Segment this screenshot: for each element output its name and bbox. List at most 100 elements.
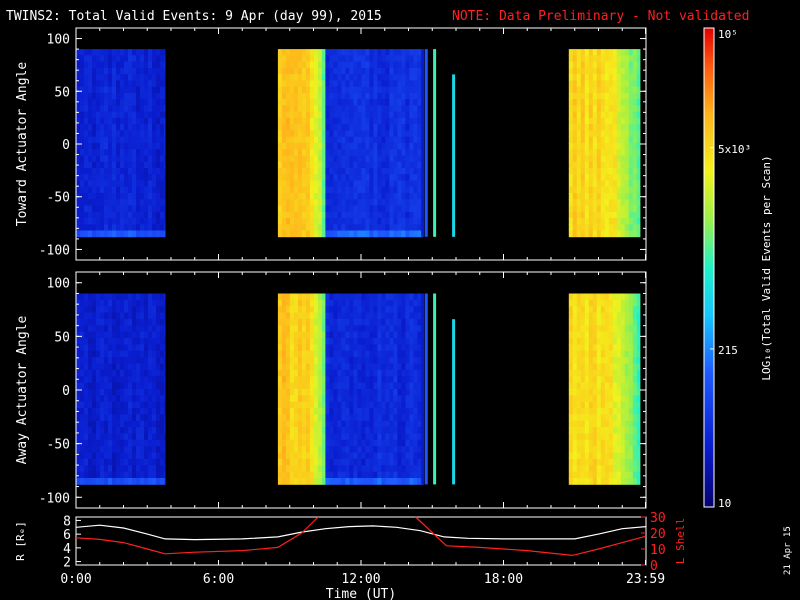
heatmap-cell (337, 186, 342, 194)
heatmap-cell (281, 478, 287, 485)
heatmap-cell (285, 86, 291, 94)
heatmap-cell (393, 318, 398, 326)
heatmap-cell (76, 230, 81, 238)
heatmap-cell (317, 306, 323, 313)
heatmap-cell (405, 344, 410, 352)
heatmap-cell (361, 427, 366, 434)
heatmap-cell (365, 130, 370, 138)
heatmap-cell (385, 124, 390, 131)
heatmap-cell (128, 74, 133, 81)
heatmap-cell (397, 124, 402, 131)
heatmap-cell (313, 458, 319, 466)
heatmap-cell (281, 149, 287, 156)
heatmap-cell (385, 161, 390, 169)
heatmap-cell (277, 92, 283, 100)
heatmap-cell (156, 199, 161, 206)
heatmap-cell (572, 92, 578, 100)
heatmap-cell (325, 338, 330, 345)
heatmap-cell (128, 117, 133, 125)
heatmap-cell (612, 80, 618, 88)
heatmap-cell (592, 186, 598, 194)
heatmap-cell (608, 124, 614, 131)
heatmap-cell (572, 99, 578, 106)
heatmap-cell (413, 199, 418, 206)
heatmap-cell (612, 299, 618, 307)
heatmap-cell (144, 293, 149, 301)
heatmap-cell (584, 142, 590, 150)
heatmap-cell (409, 49, 414, 56)
heatmap-cell (369, 395, 374, 403)
heatmap-cell (620, 331, 626, 339)
heatmap-cell (620, 478, 626, 485)
heatmap-cell (588, 74, 594, 81)
heatmap-cell (156, 211, 161, 219)
heatmap-cell (120, 136, 125, 144)
heatmap-cell (108, 168, 113, 175)
heatmap-cell (156, 471, 161, 479)
heatmap-cell (592, 205, 598, 213)
heatmap-cell (152, 205, 157, 213)
heatmap-cell (620, 344, 626, 352)
heatmap-cell (289, 363, 295, 371)
heatmap-cell (636, 458, 641, 466)
heatmap-cell (317, 136, 323, 144)
heatmap-cell (116, 105, 121, 113)
heatmap-cell (592, 136, 598, 144)
heatmap-cell (604, 395, 610, 403)
heatmap-cell (132, 478, 137, 485)
heatmap-cell (624, 439, 630, 447)
colorbar-tick-label: 10⁵ (718, 28, 738, 41)
heatmap-cell (329, 205, 334, 213)
heatmap-cell (341, 458, 346, 466)
heatmap-cell (592, 111, 598, 119)
heatmap-cell (349, 299, 354, 307)
heatmap-cell (152, 186, 157, 194)
heatmap-cell (144, 61, 149, 69)
heatmap-cell (88, 136, 93, 144)
heatmap-cell (305, 395, 311, 403)
heatmap-cell (277, 149, 283, 156)
heatmap-cell (128, 331, 133, 339)
heatmap-cell (397, 401, 402, 409)
heatmap-cell (84, 408, 89, 415)
heatmap-cell (604, 401, 610, 409)
heatmap-cell (377, 446, 382, 453)
heatmap-cell (329, 174, 334, 181)
heatmap-cell (301, 49, 307, 56)
heatmap-cell (385, 471, 390, 479)
heatmap-cell (357, 452, 362, 460)
heatmap-cell (624, 427, 630, 434)
heatmap-cell (397, 92, 402, 100)
heatmap-cell (84, 174, 89, 181)
heatmap-cell (76, 67, 81, 75)
heatmap-cell (116, 433, 121, 441)
heatmap-cell (144, 174, 149, 181)
heatmap-cell (313, 61, 319, 69)
heatmap-cell (333, 465, 338, 473)
heatmap-cell (120, 149, 125, 156)
heatmap-cell (417, 136, 422, 144)
heatmap-cell (357, 136, 362, 144)
heatmap-cell (285, 186, 291, 194)
heatmap-cell (92, 74, 97, 81)
heatmap-cell (405, 142, 410, 150)
heatmap-cell (297, 168, 303, 175)
heatmap-cell (132, 199, 137, 206)
heatmap-cell (361, 331, 366, 339)
heatmap-cell (580, 149, 586, 156)
heatmap-cell (345, 318, 350, 326)
heatmap-cell (596, 74, 602, 81)
heatmap-cell (305, 161, 311, 169)
heatmap-cell (124, 86, 129, 94)
heatmap-cell (616, 74, 622, 81)
heatmap-cell (588, 193, 594, 200)
heatmap-cell (620, 452, 626, 460)
heatmap-cell (365, 136, 370, 144)
heatmap-cell (309, 186, 315, 194)
heatmap-cell (301, 376, 307, 383)
heatmap-cell (144, 465, 149, 473)
heatmap-cell (616, 293, 622, 301)
heatmap-cell (572, 338, 578, 345)
heatmap-cell (80, 325, 85, 333)
heatmap-cell (277, 376, 283, 383)
